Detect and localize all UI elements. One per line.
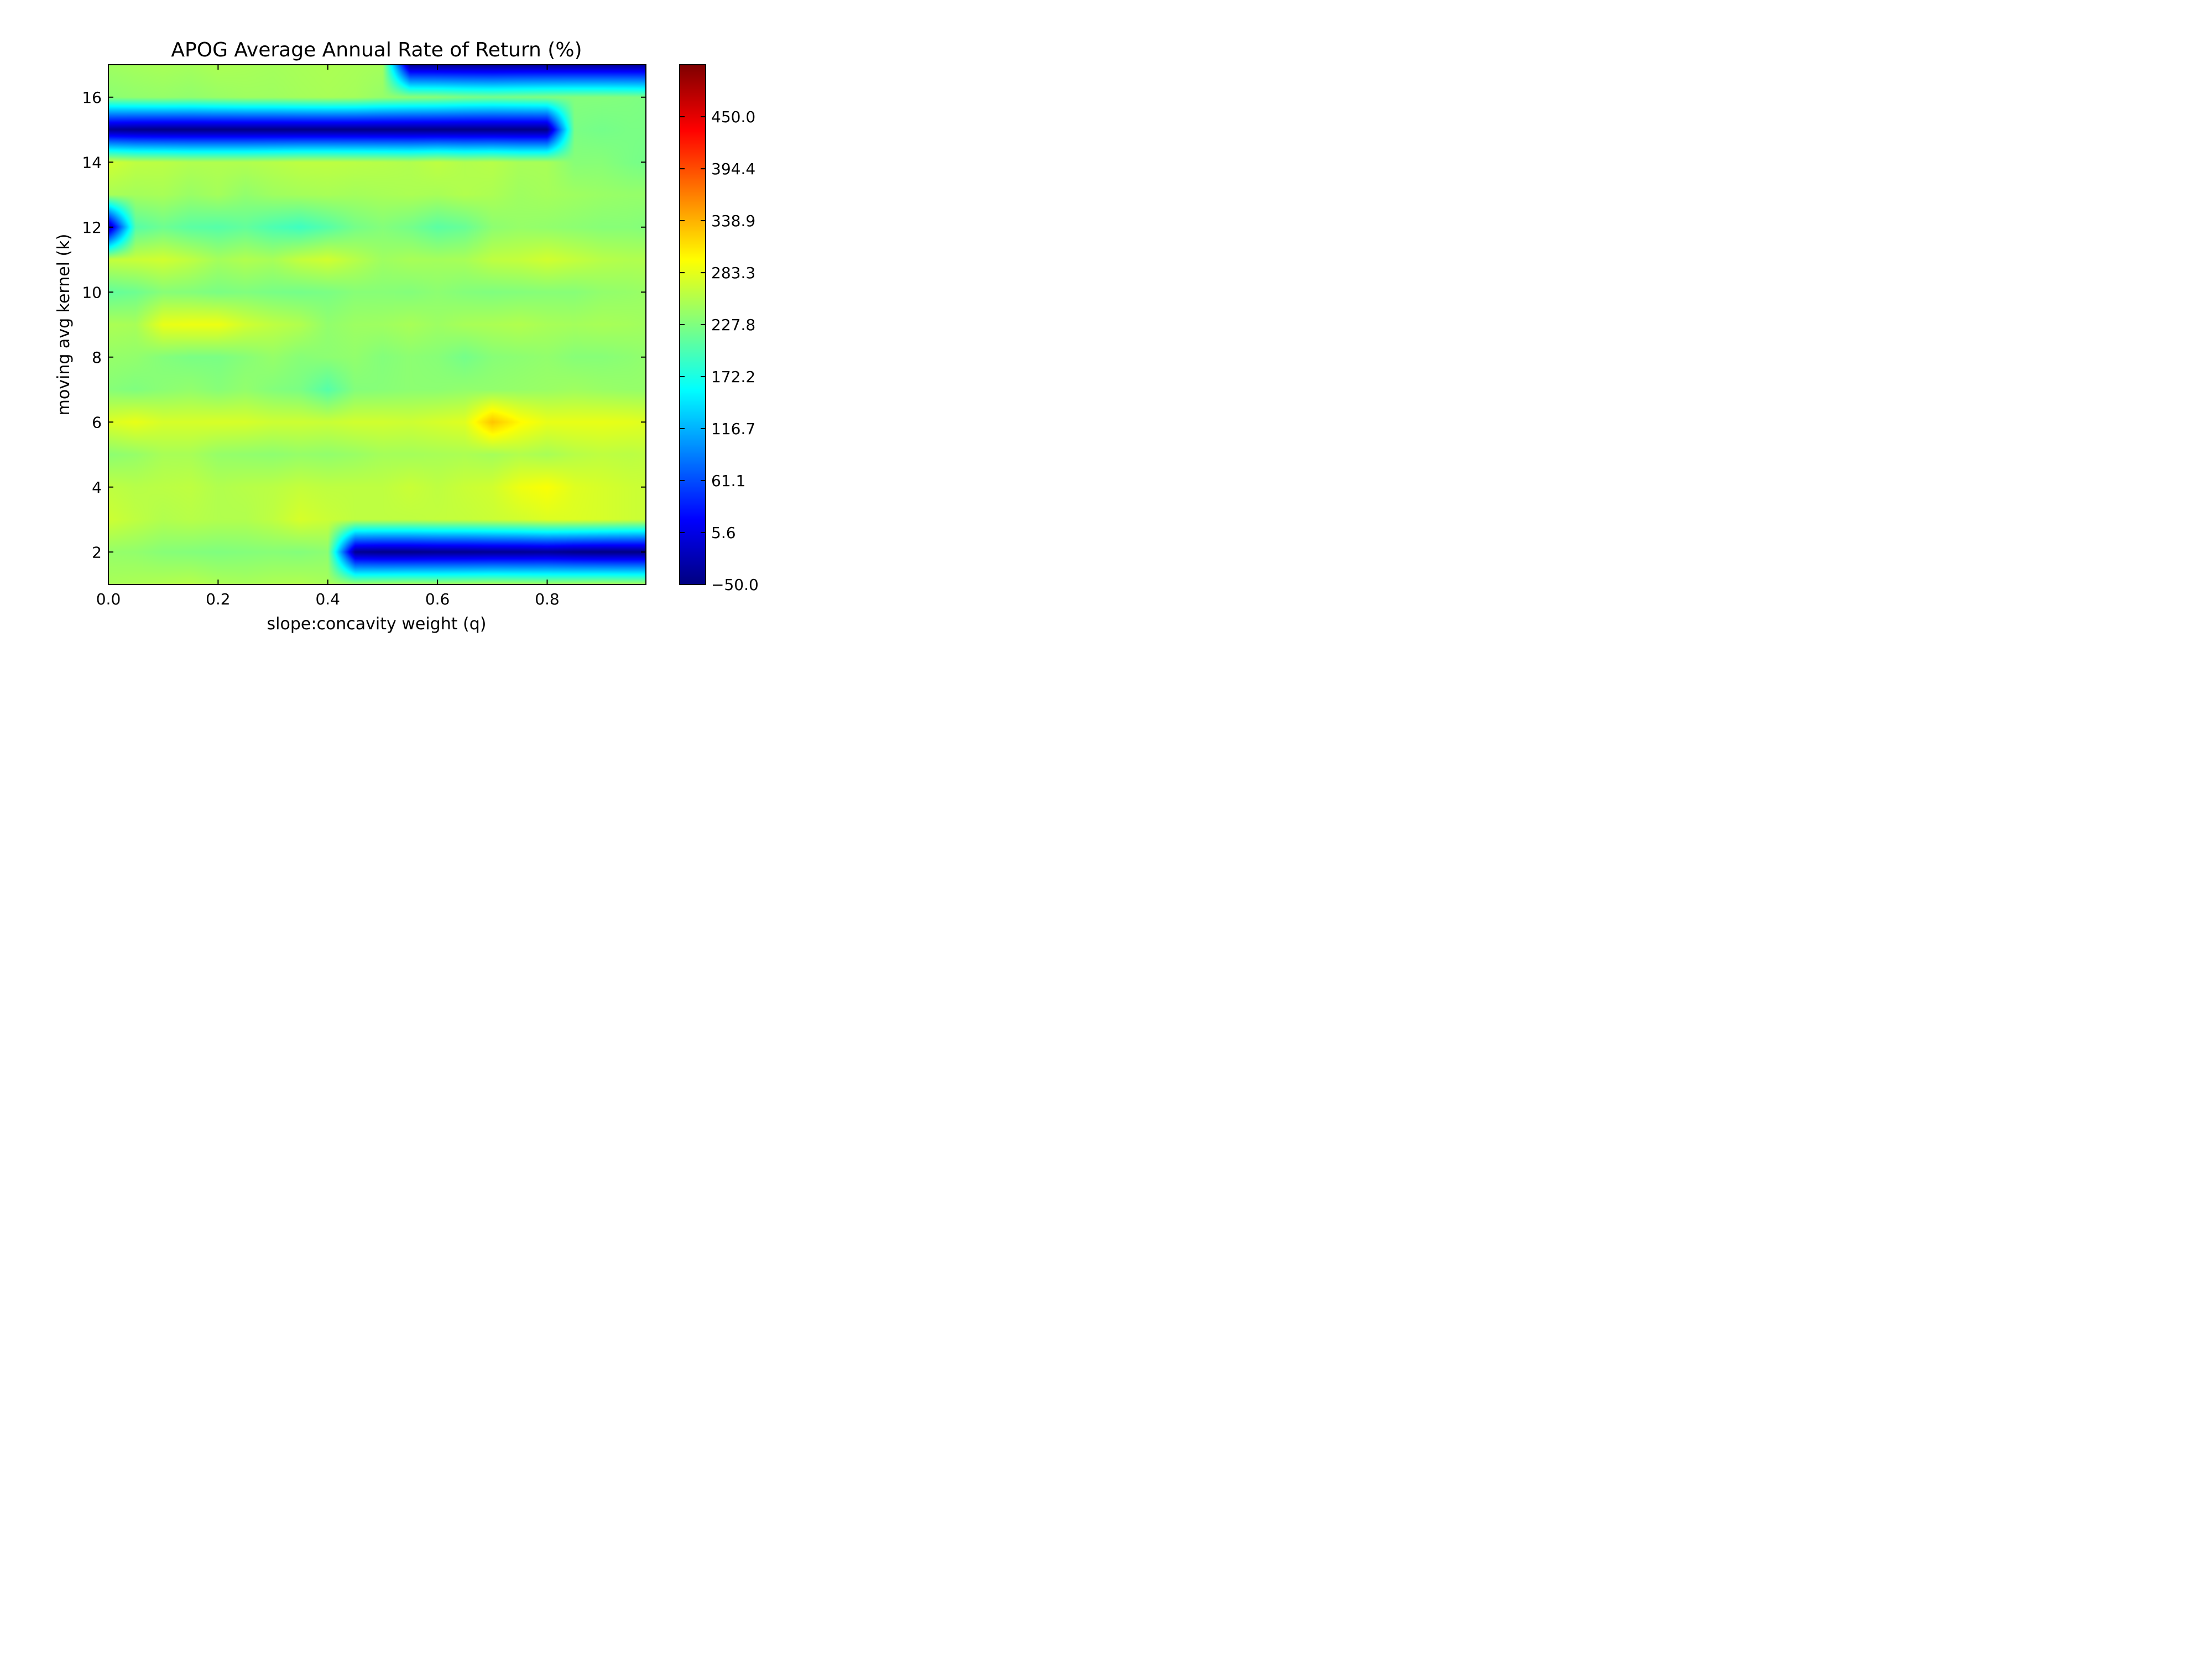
colorbar-tick-label: 283.3 — [711, 264, 755, 282]
colorbar-tick-label: 227.8 — [711, 316, 755, 334]
colorbar-tick-label: 61.1 — [711, 472, 745, 490]
y-tick-label: 4 — [92, 478, 102, 497]
colorbar-tick-label: 450.0 — [711, 108, 755, 126]
y-tick-label: 12 — [82, 218, 102, 237]
x-tick-label: 0.8 — [535, 590, 560, 608]
x-tick-label: 0.0 — [96, 590, 121, 608]
heatmap-surface — [108, 65, 646, 585]
colorbar-tick-label: 116.7 — [711, 420, 755, 438]
colorbar-tick-label: 394.4 — [711, 160, 755, 178]
y-tick-label: 2 — [92, 543, 102, 561]
colorbar-tick-label: 338.9 — [711, 212, 755, 230]
x-tick-label: 0.4 — [315, 590, 340, 608]
y-tick-label: 16 — [82, 88, 102, 107]
y-axis-label: moving avg kernel (k) — [54, 234, 74, 416]
colorbar-tick-label: 5.6 — [711, 524, 736, 542]
colorbar-ticks: −50.0 5.6 61.1 116.7 172.2 227.8 283.3 338.9 394… — [680, 108, 759, 594]
colorbar: −50.0 5.6 61.1 116.7 172.2 227.8 283.3 338.9 394… — [679, 64, 759, 594]
plot-frame — [108, 64, 646, 585]
y-tick-label: 14 — [82, 153, 102, 171]
chart-title: APOG Average Annual Rate of Return (%) — [171, 39, 582, 61]
x-tick-label: 0.6 — [425, 590, 450, 608]
colorbar-tick-label: −50.0 — [711, 576, 759, 594]
y-tick-label: 8 — [92, 348, 102, 367]
y-tick-label: 6 — [92, 413, 102, 431]
x-axis-label: slope:concavity weight (q) — [267, 614, 487, 634]
colorbar-tick-label: 172.2 — [711, 368, 755, 386]
x-tick-label: 0.2 — [206, 590, 231, 608]
y-tick-label: 10 — [82, 283, 102, 301]
y-axis-ticks: 2 4 6 8 10 12 14 16 — [82, 88, 646, 561]
chart-figure: APOG Average Annual Rate of Return (%) 0… — [54, 39, 759, 634]
heatmap-plot-area — [108, 64, 646, 585]
x-axis-ticks: 0.0 0.2 0.4 0.6 0.8 — [96, 65, 560, 608]
